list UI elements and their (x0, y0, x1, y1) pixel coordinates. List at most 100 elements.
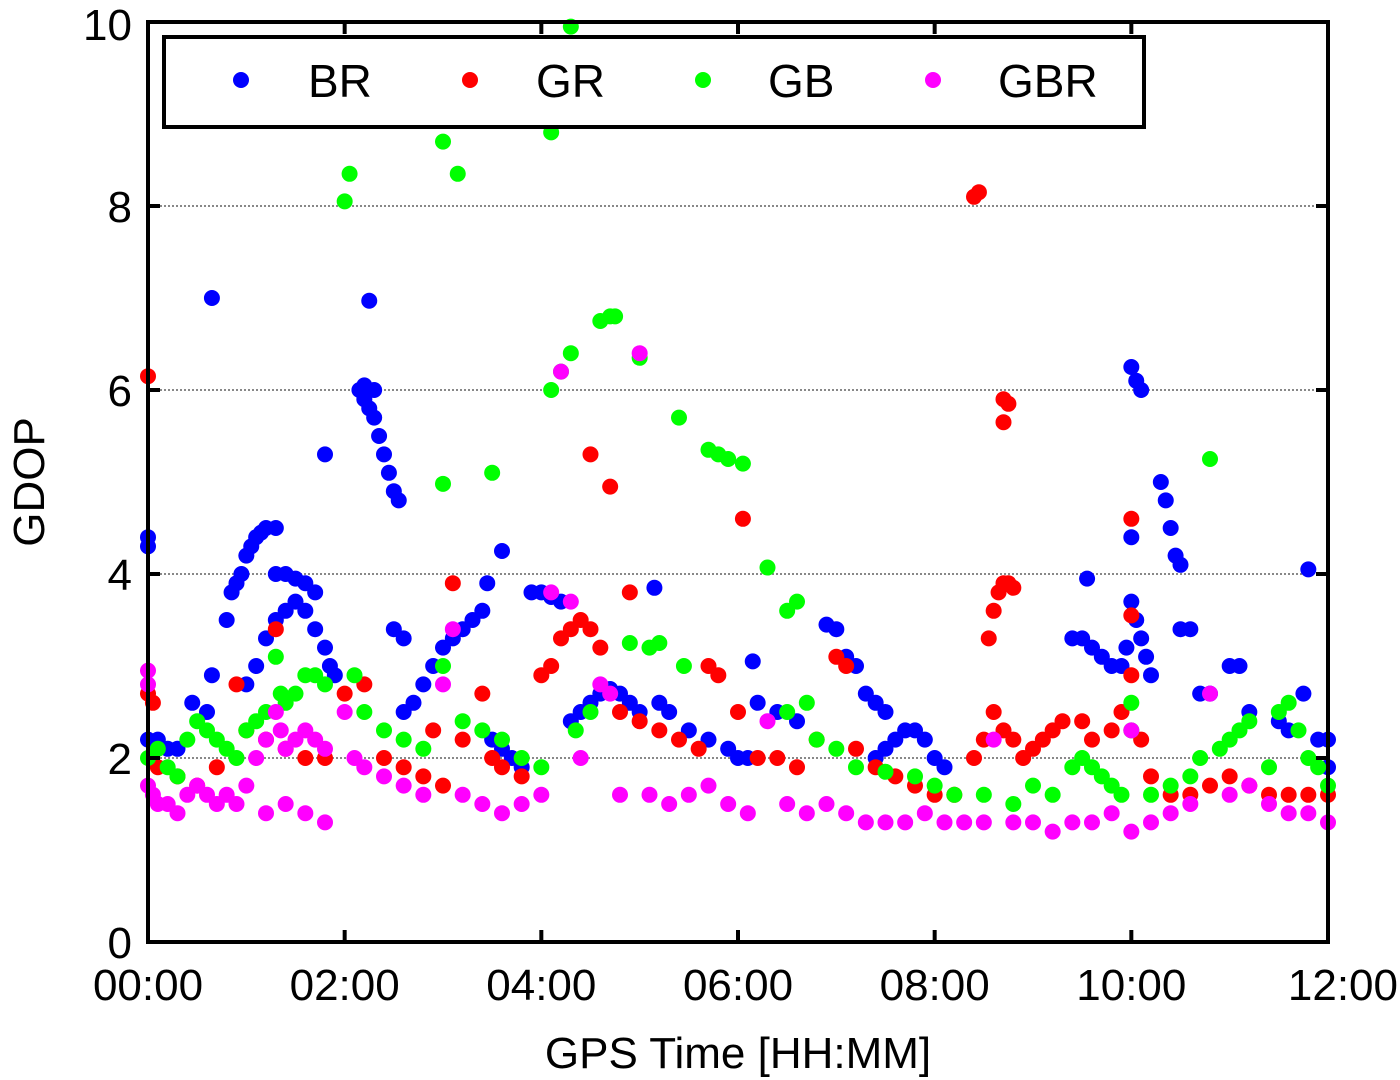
data-point (1182, 621, 1199, 638)
data-point (789, 593, 805, 610)
data-point (179, 731, 196, 748)
data-point (1300, 805, 1317, 822)
data-point (1143, 768, 1159, 785)
data-point (975, 786, 992, 803)
data-point (936, 814, 953, 831)
data-point (1295, 685, 1312, 702)
data-point (1310, 759, 1327, 776)
y-tick-labels: 0 2 4 6 8 10 (83, 1, 132, 968)
data-point (1005, 796, 1022, 812)
data-point (1025, 814, 1041, 831)
data-point (297, 602, 314, 619)
data-point (228, 796, 245, 812)
data-point (533, 759, 550, 776)
data-point (985, 704, 1002, 720)
data-point (1133, 382, 1150, 398)
data-point (267, 648, 284, 665)
data-point (897, 814, 914, 831)
data-point (848, 759, 864, 776)
data-point (956, 814, 973, 831)
data-point (1231, 658, 1248, 674)
data-point (671, 731, 687, 748)
data-point (1300, 561, 1317, 578)
x-tick-labels: 00:00 02:00 04:00 06:00 08:00 10:00 12:00 (93, 961, 1398, 1010)
legend: BR GR GB GBR (162, 35, 1146, 129)
data-point (661, 704, 678, 720)
x-tick-label: 10:00 (1076, 961, 1186, 1010)
data-point (341, 165, 358, 182)
data-point (1123, 359, 1140, 375)
data-point (494, 759, 510, 776)
y-tick-label: 6 (108, 367, 132, 416)
data-point (380, 464, 397, 481)
data-point (739, 805, 756, 822)
data-point (376, 446, 392, 463)
data-point (317, 639, 333, 656)
series-gb (140, 18, 1336, 812)
data-point (562, 345, 579, 362)
data-point (1221, 768, 1238, 785)
data-point (376, 768, 392, 785)
y-tick-label: 4 (108, 551, 132, 600)
data-point (646, 579, 663, 596)
data-point (1044, 823, 1061, 840)
data-point (1118, 639, 1135, 656)
data-point (1074, 713, 1091, 730)
plot-frame (146, 20, 1330, 944)
data-point (356, 759, 373, 776)
data-point (592, 639, 609, 656)
data-point (572, 750, 589, 766)
legend-marker (925, 72, 941, 88)
data-point (985, 602, 1002, 619)
data-point (651, 722, 668, 739)
data-point (582, 704, 599, 720)
data-point (228, 750, 245, 766)
data-point (336, 193, 353, 210)
data-point (1123, 722, 1140, 739)
data-point (317, 814, 333, 831)
data-point (474, 602, 491, 619)
data-point (543, 584, 560, 601)
data-point (734, 455, 751, 472)
data-point (208, 759, 225, 776)
data-point (277, 796, 294, 812)
data-point (415, 740, 432, 757)
data-point (1005, 731, 1022, 748)
data-point (700, 777, 717, 794)
data-point (297, 805, 314, 822)
data-point (1182, 768, 1199, 785)
data-point (612, 704, 628, 720)
data-point (543, 382, 560, 398)
legend-label: GB (768, 55, 834, 107)
data-point (1280, 694, 1297, 711)
x-tick-label: 04:00 (486, 961, 596, 1010)
data-point (435, 676, 451, 693)
y-tick-label: 2 (108, 735, 132, 784)
legend-marker (233, 72, 249, 88)
data-point (1113, 786, 1130, 803)
data-point (1143, 667, 1159, 684)
data-point (238, 777, 255, 794)
data-point (513, 768, 530, 785)
data-point (1138, 648, 1155, 665)
data-point (484, 464, 501, 481)
data-point (970, 184, 987, 201)
x-tick-label: 00:00 (93, 961, 203, 1010)
data-point (980, 630, 997, 647)
data-point (435, 133, 451, 150)
data-point (641, 786, 658, 803)
data-point (749, 750, 766, 766)
data-points (140, 18, 1336, 840)
data-point (1103, 805, 1120, 822)
data-point (395, 777, 412, 794)
data-point (435, 777, 451, 794)
data-point (317, 446, 333, 463)
data-point (877, 763, 894, 780)
data-point (1261, 796, 1277, 812)
data-point (203, 290, 220, 306)
data-point (479, 575, 496, 592)
data-point (916, 731, 933, 748)
data-point (1300, 786, 1317, 803)
data-point (759, 559, 776, 576)
data-point (449, 165, 466, 182)
